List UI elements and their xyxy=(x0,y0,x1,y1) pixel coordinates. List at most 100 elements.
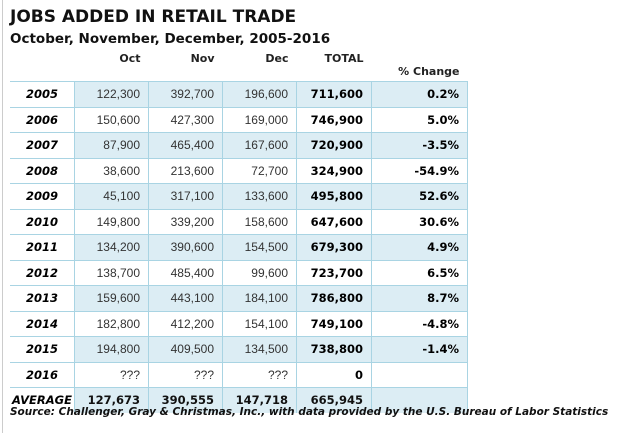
row-label: 2008 xyxy=(10,158,75,184)
table-cell: 465,400 xyxy=(148,132,223,159)
table-row: 2005 122,300 392,700 196,600 711,600 0.2% xyxy=(10,81,468,108)
table-cell: 738,800 xyxy=(296,336,372,363)
table-row: 2014 182,800 412,200 154,100 749,100 -4.8% xyxy=(10,311,468,337)
table-cell: 390,555 xyxy=(148,387,223,413)
row-label: 2009 xyxy=(10,183,75,210)
column-header: Oct xyxy=(119,52,141,65)
table-row: 2008 38,600 213,600 72,700 324,900 -54.9% xyxy=(10,158,468,184)
table-cell: 746,900 xyxy=(296,107,372,133)
table-cell: 149,800 xyxy=(74,209,149,235)
table-cell: 184,100 xyxy=(222,285,297,312)
table-row: 2009 45,100 317,100 133,600 495,800 52.6% xyxy=(10,183,468,210)
table-cell: 786,800 xyxy=(296,285,372,312)
column-header: Nov xyxy=(190,52,215,65)
table-cell: 87,900 xyxy=(74,132,149,159)
row-label: 2005 xyxy=(10,81,75,108)
table-cell: 390,600 xyxy=(148,234,223,261)
table-cell: 182,800 xyxy=(74,311,149,337)
table-cell: 158,600 xyxy=(222,209,297,235)
row-label: 2013 xyxy=(10,285,75,312)
table-cell: ??? xyxy=(74,362,149,388)
table-cell: 52.6% xyxy=(371,183,468,210)
table-cell: 169,000 xyxy=(222,107,297,133)
table-cell: ??? xyxy=(222,362,297,388)
row-label: 2006 xyxy=(10,107,75,133)
table-cell xyxy=(371,387,468,413)
average-row: AVERAGE 127,673 390,555 147,718 665,945 xyxy=(10,387,468,413)
table-cell: 427,300 xyxy=(148,107,223,133)
table-row: 2015 194,800 409,500 134,500 738,800 -1.4% xyxy=(10,336,468,363)
row-label: 2010 xyxy=(10,209,75,235)
table-cell: 122,300 xyxy=(74,81,149,108)
table-row: 2012 138,700 485,400 99,600 723,700 6.5% xyxy=(10,260,468,286)
table-cell: 154,500 xyxy=(222,234,297,261)
subtitle: October, November, December, 2005-2016 xyxy=(10,31,331,47)
table-row: 2010 149,800 339,200 158,600 647,600 30.6% xyxy=(10,209,468,235)
table-cell: 749,100 xyxy=(296,311,372,337)
row-label: 2016 xyxy=(10,362,75,388)
table-cell: 723,700 xyxy=(296,260,372,286)
column-header: % Change xyxy=(398,65,460,78)
table-cell: 665,945 xyxy=(296,387,372,413)
table-row: 2007 87,900 465,400 167,600 720,900 -3.5% xyxy=(10,132,468,159)
table-row: 2006 150,600 427,300 169,000 746,900 5.0% xyxy=(10,107,468,133)
table-cell: 134,500 xyxy=(222,336,297,363)
table-row: 2013 159,600 443,100 184,100 786,800 8.7% xyxy=(10,285,468,312)
table-cell: 6.5% xyxy=(371,260,468,286)
table-cell: 167,600 xyxy=(222,132,297,159)
table-cell: 317,100 xyxy=(148,183,223,210)
table-row: 2011 134,200 390,600 154,500 679,300 4.9% xyxy=(10,234,468,261)
table-cell: 392,700 xyxy=(148,81,223,108)
row-label: 2012 xyxy=(10,260,75,286)
table-cell: ??? xyxy=(148,362,223,388)
table-cell: 159,600 xyxy=(74,285,149,312)
table-cell: 495,800 xyxy=(296,183,372,210)
page-title: JOBS ADDED IN RETAIL TRADE xyxy=(10,7,297,27)
table-cell: 134,200 xyxy=(74,234,149,261)
table-cell: 38,600 xyxy=(74,158,149,184)
table-cell: 150,600 xyxy=(74,107,149,133)
row-label: 2011 xyxy=(10,234,75,261)
table-cell: 138,700 xyxy=(74,260,149,286)
table-cell: -3.5% xyxy=(371,132,468,159)
row-label: 2007 xyxy=(10,132,75,159)
table-cell: 5.0% xyxy=(371,107,468,133)
table-cell: 72,700 xyxy=(222,158,297,184)
table-cell: 412,200 xyxy=(148,311,223,337)
table-cell: 196,600 xyxy=(222,81,297,108)
column-header xyxy=(10,50,75,82)
table-cell: 127,673 xyxy=(74,387,149,413)
source-note: Source: Challenger, Gray & Christmas, In… xyxy=(10,406,609,418)
row-label: 2015 xyxy=(10,336,75,363)
table-cell: 0 xyxy=(296,362,372,388)
table-cell: 409,500 xyxy=(148,336,223,363)
table-cell xyxy=(371,362,468,388)
left-border xyxy=(2,0,3,433)
table-cell: -54.9% xyxy=(371,158,468,184)
table-cell: 8.7% xyxy=(371,285,468,312)
row-label: AVERAGE xyxy=(10,387,75,413)
table-cell: 0.2% xyxy=(371,81,468,108)
table-cell: 679,300 xyxy=(296,234,372,261)
table-cell: 720,900 xyxy=(296,132,372,159)
retail-jobs-table: Oct Nov Dec TOTAL % Change 2005 122,300 392,700… xyxy=(10,50,468,413)
table-cell: 133,600 xyxy=(222,183,297,210)
header-row: Oct Nov Dec TOTAL % Change xyxy=(10,50,468,82)
table-cell: -1.4% xyxy=(371,336,468,363)
table-cell: 443,100 xyxy=(148,285,223,312)
table-row: 2016????????? 0 xyxy=(10,362,468,388)
table-cell: 147,718 xyxy=(222,387,297,413)
column-header: Dec xyxy=(265,52,289,65)
table-cell: 45,100 xyxy=(74,183,149,210)
column-header: TOTAL xyxy=(324,52,364,65)
table-cell: 339,200 xyxy=(148,209,223,235)
table-cell: 324,900 xyxy=(296,158,372,184)
row-label: 2014 xyxy=(10,311,75,337)
table-cell: 194,800 xyxy=(74,336,149,363)
table-cell: 99,600 xyxy=(222,260,297,286)
table-cell: -4.8% xyxy=(371,311,468,337)
table-cell: 30.6% xyxy=(371,209,468,235)
table-cell: 213,600 xyxy=(148,158,223,184)
table-cell: 711,600 xyxy=(296,81,372,108)
table-cell: 647,600 xyxy=(296,209,372,235)
